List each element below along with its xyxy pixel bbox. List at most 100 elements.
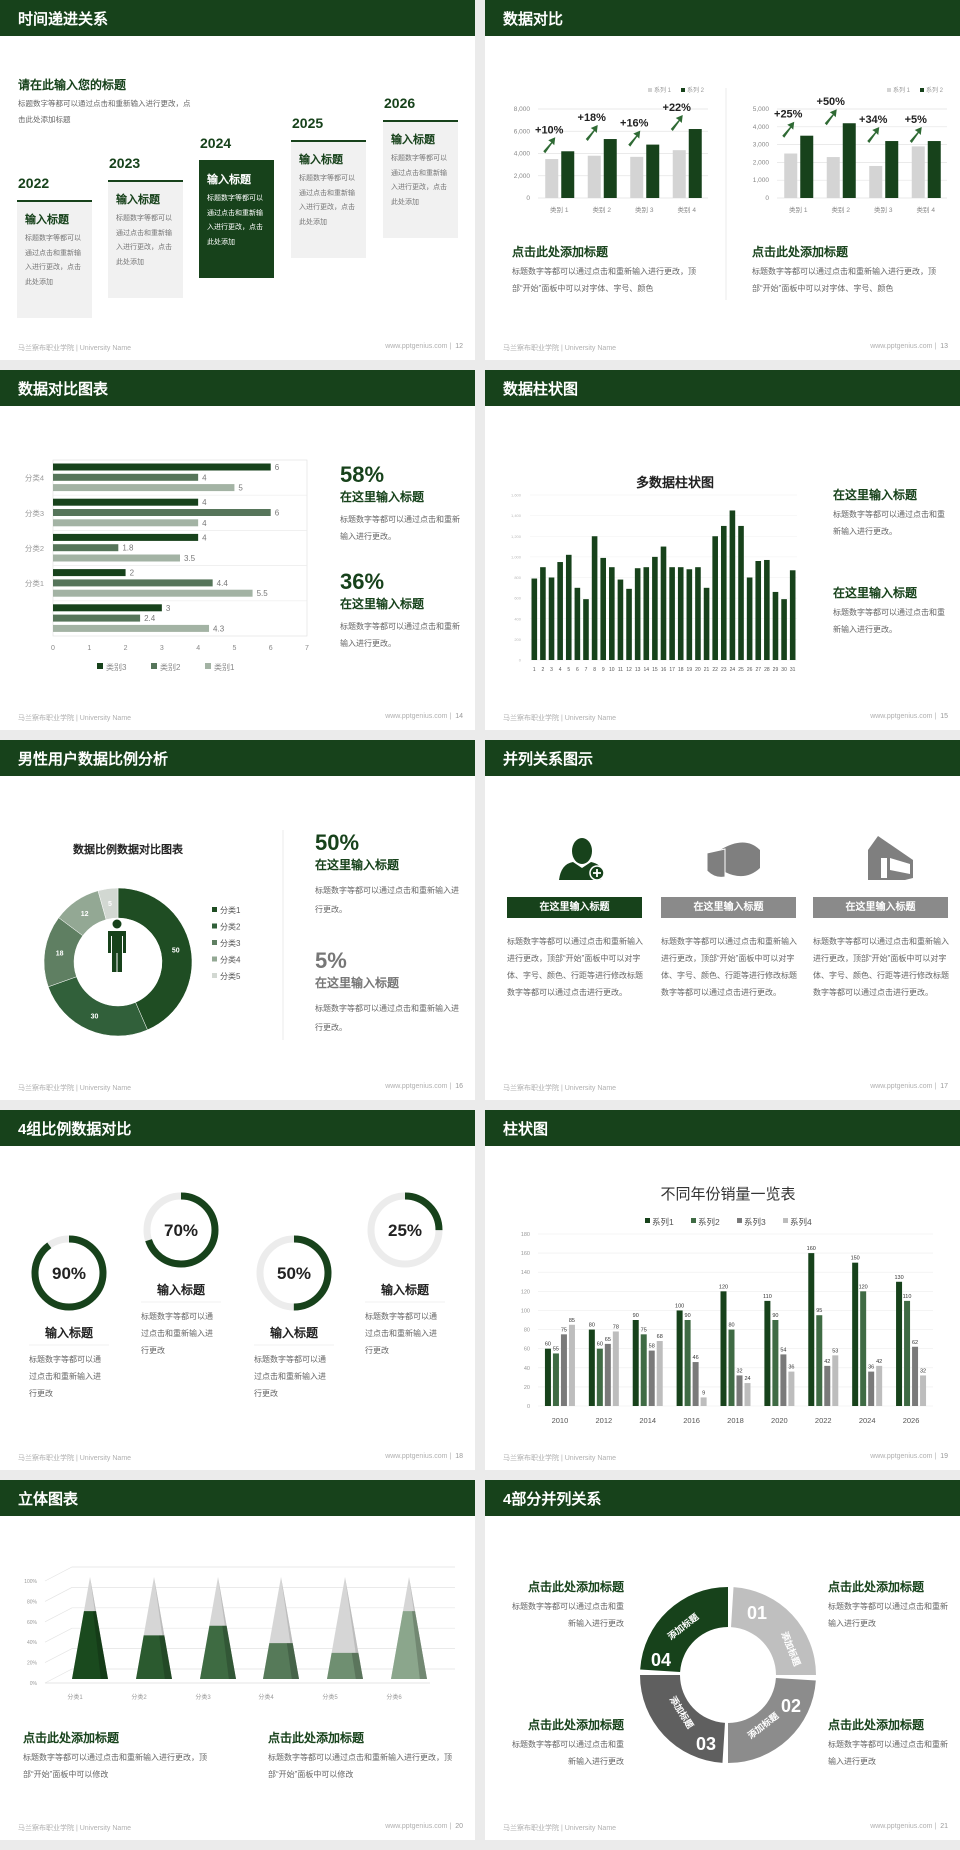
data-label: 53 xyxy=(832,1348,838,1354)
data-label: 42 xyxy=(824,1359,830,1365)
y-tick-label: 200 xyxy=(514,637,521,642)
pyramid-fill xyxy=(200,1625,236,1679)
footer-university: 马兰察布职业学院 | University Name xyxy=(18,1825,132,1832)
y-tick-label: 0 xyxy=(519,658,522,663)
stat-heading[interactable]: 在这里输入标题 xyxy=(315,976,400,990)
block-heading[interactable]: 点击此处添加标题 xyxy=(268,1731,365,1745)
block-text: 标题数字等都可以通过点击和重新输入进行更改，顶部“开始”面板中可以对字体、字号、… xyxy=(752,267,936,293)
data-label: 42 xyxy=(876,1359,882,1365)
legend-swatch xyxy=(783,1218,788,1223)
block-heading[interactable]: 点击此处添加标题 xyxy=(512,245,609,259)
bar xyxy=(544,1348,551,1406)
footer-site: www.pptgenius.com | 18 xyxy=(385,1453,463,1460)
text-block: 点击此处添加标题 标题数字等都可以通过点击和重新输入进行更改，顶部“开始”面板中可… xyxy=(268,1729,458,1783)
x-tick-label: 5 xyxy=(567,667,570,673)
pyramid-fill xyxy=(136,1635,172,1679)
page-number: 18 xyxy=(455,1453,463,1460)
slide-title: 并列关系图示 xyxy=(503,751,594,768)
legend-swatch xyxy=(212,907,217,912)
stat-heading[interactable]: 在这里输入标题 xyxy=(340,597,425,611)
legend-label: 分类5 xyxy=(220,971,241,981)
block-text: 标题数字等都可以通过点击和重新输入进行更改。 xyxy=(833,608,945,634)
block-heading[interactable]: 在这里输入标题 xyxy=(833,586,918,600)
y-tick-label: 800 xyxy=(514,575,521,580)
ring-heading[interactable]: 输入标题 xyxy=(156,1283,205,1297)
category-label: 分类1 xyxy=(25,578,44,588)
ring-percent: 50% xyxy=(277,1264,311,1283)
ring-heading[interactable]: 输入标题 xyxy=(44,1326,93,1340)
block-heading[interactable]: 点击此处添加标题 xyxy=(828,1718,925,1732)
block-heading[interactable]: 在这里输入标题 xyxy=(833,488,918,502)
ring-heading[interactable]: 输入标题 xyxy=(380,1283,429,1297)
y-tick-label: 600 xyxy=(514,596,521,601)
legend-swatch xyxy=(212,923,217,929)
block-heading[interactable]: 点击此处添加标题 xyxy=(527,1580,624,1594)
text-block: 点击此处添加标题 标题数字等都可以通过点击和重新输入进行更改 xyxy=(828,1578,953,1632)
ring-heading[interactable]: 输入标题 xyxy=(269,1326,318,1340)
window xyxy=(881,858,887,878)
slide-header: 立体图表 xyxy=(0,1480,475,1516)
growth-arrow-icon xyxy=(628,130,641,147)
timeline-heading[interactable]: 请在此输入您的标题 xyxy=(18,78,127,92)
legend-swatch xyxy=(212,973,217,978)
y-tick-label: 1,000 xyxy=(511,554,522,559)
pyramid-shade xyxy=(93,1611,108,1679)
footer-site-url: www.pptgenius.com | xyxy=(385,713,452,720)
building-body xyxy=(868,836,913,880)
growth-arrow-icon xyxy=(670,115,683,132)
y-tick-label: 60 xyxy=(524,1347,530,1353)
stat-value: 50% xyxy=(315,830,360,855)
footer-site-url: www.pptgenius.com | xyxy=(385,1823,452,1830)
data-label: 65 xyxy=(605,1337,611,1343)
legend-swatch xyxy=(648,88,652,92)
text-block: 在这里输入标题标题数字等都可以通过点击和重新输入进行更改。 xyxy=(833,584,951,638)
block-heading[interactable]: 点击此处添加标题 xyxy=(828,1580,925,1594)
y-tick-label: 4,000 xyxy=(514,151,531,158)
legend-label: 系列 2 xyxy=(926,86,944,94)
data-label: 2 xyxy=(130,569,135,578)
data-label: 75 xyxy=(641,1327,647,1333)
y-tick-label: 20 xyxy=(524,1385,530,1391)
block-text: 标题数字等都可以通过点击和重新输入进行更改，顶部“开始”面板中可以修改 xyxy=(23,1753,207,1779)
timeline-card[interactable]: 输入标题 标题数字等都可以通过点击和重新输入进行更改，点击此处添加 xyxy=(199,160,274,278)
stat-heading[interactable]: 在这里输入标题 xyxy=(315,858,400,872)
bar xyxy=(652,556,658,660)
legend-label: 分类1 xyxy=(220,905,241,915)
bar xyxy=(600,557,607,660)
column-title-button[interactable]: 在这里输入标题 xyxy=(661,897,796,918)
data-label: 4 xyxy=(202,519,207,528)
x-tick-label: 类别 2 xyxy=(832,205,851,214)
data-label: 3.5 xyxy=(184,554,196,563)
text-block: 点击此处添加标题标题数字等都可以通过点击和重新输入进行更改，顶部“开始”面板中可… xyxy=(23,1729,223,1783)
column-title-button[interactable]: 在这里输入标题 xyxy=(507,897,642,918)
bar-2 xyxy=(561,151,575,198)
timeline-card[interactable]: 输入标题 标题数字等都可以通过点击和重新输入进行更改，点击此处添加 xyxy=(17,200,92,318)
y-tick-label: 2,000 xyxy=(514,173,531,180)
timeline-card[interactable]: 输入标题 标题数字等都可以通过点击和重新输入进行更改，点击此处添加 xyxy=(108,180,183,298)
bar xyxy=(781,599,787,660)
column-title-button[interactable]: 在这里输入标题 xyxy=(813,897,948,918)
block-heading[interactable]: 点击此处添加标题 xyxy=(527,1718,624,1732)
data-label: 58 xyxy=(649,1344,655,1350)
timeline-card[interactable]: 输入标题 标题数字等都可以通过点击和重新输入进行更改，点击此处添加 xyxy=(383,120,458,238)
slice-label: 18 xyxy=(56,951,64,958)
stat-heading[interactable]: 在这里输入标题 xyxy=(340,490,425,504)
pyramid-fill xyxy=(327,1652,363,1679)
y-tick-label: 80 xyxy=(524,1328,530,1334)
bar-1 xyxy=(869,165,883,198)
block-heading[interactable]: 点击此处添加标题 xyxy=(752,245,849,259)
x-tick-label: 14 xyxy=(643,667,649,673)
page-number: 14 xyxy=(455,713,463,720)
bar xyxy=(816,1315,823,1406)
bar xyxy=(634,568,641,660)
legend-swatch xyxy=(645,1218,650,1223)
footer-site: www.pptgenius.com | 19 xyxy=(870,1453,948,1460)
block-heading[interactable]: 点击此处添加标题 xyxy=(23,1731,120,1745)
x-tick-label: 2020 xyxy=(771,1416,788,1425)
ring-segment xyxy=(640,1675,725,1763)
y-tick-label: 8,000 xyxy=(514,106,531,113)
timeline-card[interactable]: 输入标题 标题数字等都可以通过点击和重新输入进行更改，点击此处添加 xyxy=(291,140,366,258)
text-block: 在这里输入标题 标题数字等都可以通过点击和重新输入进行更改。 xyxy=(833,486,951,540)
growth-arrow-icon xyxy=(543,137,556,154)
